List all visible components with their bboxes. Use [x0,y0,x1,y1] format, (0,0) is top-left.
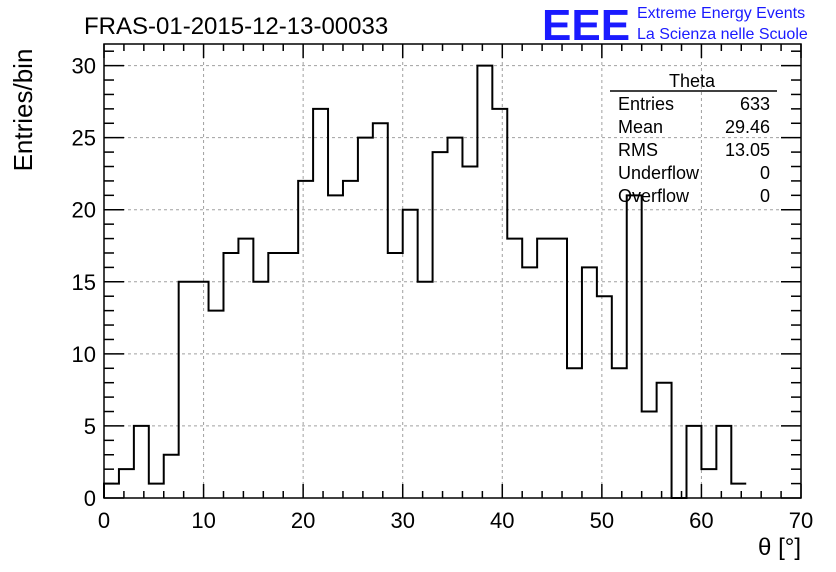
stats-box: Theta Entries 633 Mean 29.46 RMS 13.05 Underfl… [610,71,777,206]
chart-title: FRAS-01-2015-12-13-00033 [84,13,388,40]
eee-logo-mark: EEE [542,1,630,50]
stats-row-label: Underflow [618,163,700,183]
stats-row-label: RMS [618,140,658,160]
x-tick-label: 0 [98,508,110,533]
histogram-series [103,64,747,499]
y-tick-label: 30 [72,54,96,79]
y-tick-label: 5 [84,414,96,439]
stats-row-value: 0 [760,163,770,183]
stats-row-value: 0 [760,186,770,206]
y-tick-label: 0 [84,486,96,511]
axis-ticks: 0 10 20 30 40 50 60 70 0 5 10 15 20 25 30 [72,44,813,533]
x-tick-label: 50 [590,508,614,533]
x-tick-label: 40 [490,508,514,533]
x-tick-label: 70 [789,508,813,533]
logo-line-1: Extreme Energy Events [637,5,805,22]
y-tick-label: 15 [72,270,96,295]
stats-row-value: 633 [740,94,770,114]
stats-row-label: Overflow [618,186,690,206]
x-axis-label: θ [°] [758,534,801,561]
y-axis-label: Entries/bin [8,49,38,172]
stats-title: Theta [669,71,716,91]
x-tick-label: 60 [689,508,713,533]
x-tick-label: 30 [390,508,414,533]
stats-row-value: 29.46 [725,117,770,137]
y-tick-label: 10 [72,342,96,367]
y-tick-label: 25 [72,126,96,151]
eee-logo: EEE Extreme Energy Events La Scienza nel… [542,1,808,50]
grid-lines [104,44,801,498]
x-tick-label: 20 [291,508,315,533]
logo-line-2: La Scienza nelle Scuole [637,26,808,43]
stats-row-label: Entries [618,94,674,114]
x-tick-label: 10 [191,508,215,533]
plot-frame [103,43,802,499]
stats-row-value: 13.05 [725,140,770,160]
stats-row-label: Mean [618,117,663,137]
y-tick-label: 20 [72,198,96,223]
